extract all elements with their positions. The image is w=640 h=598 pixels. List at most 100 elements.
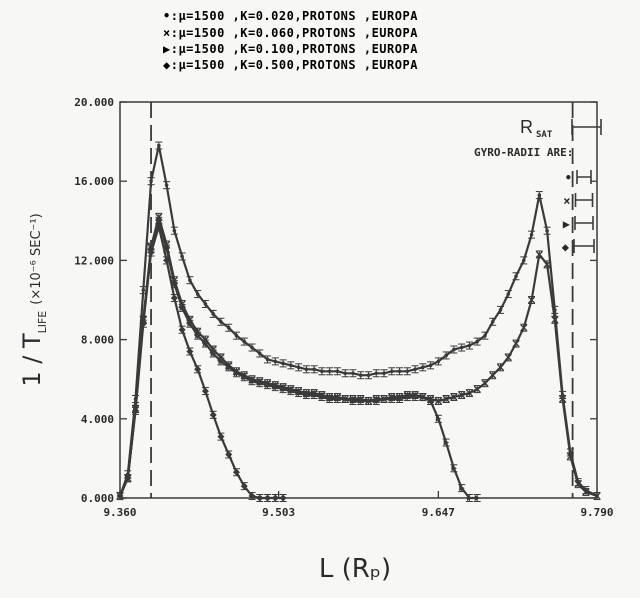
data-point (310, 391, 318, 400)
data-point (419, 363, 427, 372)
data-point (240, 482, 248, 491)
data-point (139, 286, 147, 295)
data-point (256, 494, 264, 502)
data-point (427, 396, 435, 405)
rsat-bar-icon (571, 119, 602, 135)
y-tick-label: 16.000 (74, 175, 114, 188)
data-point (465, 494, 473, 502)
y-axis-title-sub: LIFE (36, 311, 49, 334)
data-point (155, 141, 163, 150)
y-tick-label: 12.000 (74, 254, 114, 267)
data-point (209, 410, 217, 419)
data-point (178, 303, 186, 312)
data-point (326, 367, 334, 376)
data-point (396, 395, 404, 403)
data-point (201, 387, 209, 396)
data-point (287, 387, 295, 396)
data-point (163, 256, 171, 265)
data-point (264, 494, 272, 502)
rsat-subscript: SAT (536, 130, 553, 140)
data-point (209, 309, 217, 318)
gyro-marker-list: • × ▶ ◆ (562, 170, 595, 254)
data-point (302, 391, 310, 400)
data-point (279, 359, 287, 368)
data-point (543, 260, 551, 269)
y-tick-label: 20.000 (74, 96, 114, 109)
gyro-marker-symbol: • (565, 171, 572, 185)
data-point (349, 396, 357, 405)
data-point (170, 226, 178, 235)
data-point (388, 395, 396, 403)
series-triangle (116, 216, 481, 502)
data-point (442, 395, 450, 403)
data-point (465, 341, 473, 350)
data-point (256, 379, 264, 388)
gyro-radius-bar-icon (574, 216, 594, 230)
data-point (225, 323, 233, 332)
data-point (364, 396, 372, 405)
data-point (163, 181, 171, 190)
y-tick-label: 0.000 (81, 492, 114, 505)
data-point (310, 365, 318, 374)
data-point (333, 395, 341, 403)
y-tick-label: 4.000 (81, 413, 114, 426)
data-point (520, 256, 528, 265)
data-point (364, 371, 372, 380)
data-point (186, 319, 194, 328)
data-point (380, 369, 388, 378)
series-line (118, 219, 478, 500)
data-point (232, 369, 240, 378)
data-point (186, 347, 194, 356)
data-point (248, 492, 256, 501)
x-tick-label: 9.503 (262, 506, 295, 519)
rsat-label: R (520, 117, 533, 137)
y-axis-title: 1 / TLIFE (×10⁻⁶ SEC⁻¹) (18, 213, 49, 386)
data-point (240, 373, 248, 382)
data-point (217, 317, 225, 326)
x-tick-label: 9.790 (580, 506, 613, 519)
data-point (442, 438, 450, 447)
data-point (271, 383, 279, 392)
data-point (132, 406, 140, 415)
gyro-radius-bar-icon (573, 239, 595, 253)
data-point (566, 452, 574, 461)
data-point (528, 230, 536, 239)
data-point (473, 385, 481, 394)
legend-entry-4: ◆:μ=1500 ,K=0.500,PROTONS ,EUROPA (163, 58, 418, 72)
data-point (582, 488, 590, 497)
reference-lines (150, 102, 574, 498)
data-point (295, 363, 303, 372)
data-point (450, 464, 458, 473)
legend-entry-3: ▶:μ=1500 ,K=0.100,PROTONS ,EUROPA (163, 42, 418, 56)
data-point (458, 343, 466, 352)
data-point (489, 371, 497, 380)
data-point (504, 353, 512, 362)
data-point (318, 393, 326, 402)
data-point (481, 379, 489, 388)
data-point (248, 343, 256, 352)
data-point (396, 367, 404, 376)
data-point (535, 250, 543, 259)
series-dot (116, 141, 601, 501)
data-point (248, 377, 256, 386)
data-point (194, 331, 202, 340)
data-point (225, 450, 233, 459)
series-line (118, 225, 284, 500)
data-point (543, 226, 551, 235)
data-point (217, 357, 225, 366)
data-point (465, 389, 473, 398)
series-x (116, 212, 601, 501)
legend-entry-1: •:μ=1500 ,K=0.020,PROTONS ,EUROPA (163, 9, 418, 23)
data-point (512, 339, 520, 348)
data-point (419, 393, 427, 402)
gyro-radii-label: GYRO-RADII ARE: (474, 146, 573, 159)
data-point (147, 177, 155, 186)
data-point (535, 191, 543, 200)
data-point (295, 389, 303, 398)
data-point (349, 369, 357, 378)
data-point (372, 369, 380, 378)
y-tick-label: 8.000 (81, 334, 114, 347)
data-point (139, 319, 147, 328)
data-point (217, 432, 225, 441)
data-point (450, 345, 458, 354)
